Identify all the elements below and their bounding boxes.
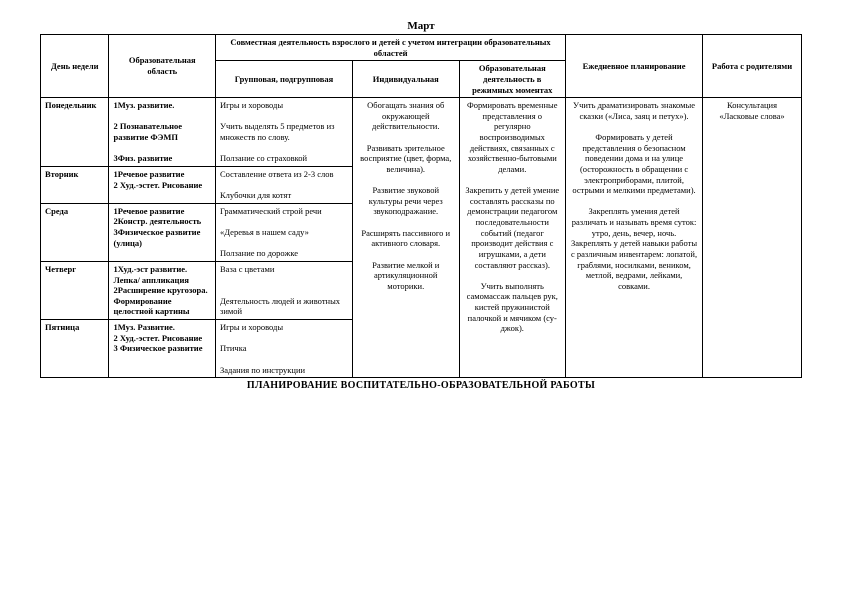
cell-day: Вторник bbox=[41, 166, 109, 203]
cell-area: 1Речевое развитие2Констр. деятельность3Ф… bbox=[109, 203, 216, 261]
th-parents: Работа с родителями bbox=[703, 35, 802, 98]
cell-day: Пятница bbox=[41, 320, 109, 378]
cell-area: 1Муз. развитие.2 Познавательное развитие… bbox=[109, 98, 216, 167]
cell-group: Грамматический строй речи«Деревья в наше… bbox=[216, 203, 353, 261]
th-group: Групповая, подгрупповая bbox=[216, 61, 353, 98]
th-day: День недели bbox=[41, 35, 109, 98]
th-individual: Индивидуальная bbox=[352, 61, 459, 98]
cell-parents: Консультация «Ласковые слова» bbox=[703, 98, 802, 378]
planning-table: День недели Образовательная область Совм… bbox=[40, 34, 802, 378]
cell-group: Ваза с цветамиДеятельность людей и живот… bbox=[216, 261, 353, 319]
th-regime: Образовательная деятельность в режимных … bbox=[459, 61, 566, 98]
row-monday: Понедельник 1Муз. развитие.2 Познаватель… bbox=[41, 98, 802, 167]
cell-individual: Обогащать знания об окружающей действите… bbox=[352, 98, 459, 378]
cell-area: 1Речевое развитие2 Худ.-эстет. Рисование bbox=[109, 166, 216, 203]
month-title: Март bbox=[40, 20, 802, 32]
cell-area: 1Муз. Развитие.2 Худ.-эстет. Рисование3 … bbox=[109, 320, 216, 378]
cell-day: Четверг bbox=[41, 261, 109, 319]
th-joint: Совместная деятельность взрослого и дете… bbox=[216, 35, 566, 61]
cell-regime: Формировать временные представления о ре… bbox=[459, 98, 566, 378]
footer-title: ПЛАНИРОВАНИЕ ВОСПИТАТЕЛЬНО-ОБРАЗОВАТЕЛЬН… bbox=[40, 380, 802, 391]
cell-group: Игры и хороводыПтичкаЗадания по инструкц… bbox=[216, 320, 353, 378]
cell-area: 1Худ.-эст развитие. Лепка/ аппликация2Ра… bbox=[109, 261, 216, 319]
cell-group: Составление ответа из 2-3 словКлубочки д… bbox=[216, 166, 353, 203]
cell-group: Игры и хороводыУчить выделять 5 предмето… bbox=[216, 98, 353, 167]
cell-day: Понедельник bbox=[41, 98, 109, 167]
cell-daily: Учить драматизировать знакомые сказки («… bbox=[566, 98, 703, 378]
th-area: Образовательная область bbox=[109, 35, 216, 98]
th-daily: Ежедневное планирование bbox=[566, 35, 703, 98]
cell-day: Среда bbox=[41, 203, 109, 261]
